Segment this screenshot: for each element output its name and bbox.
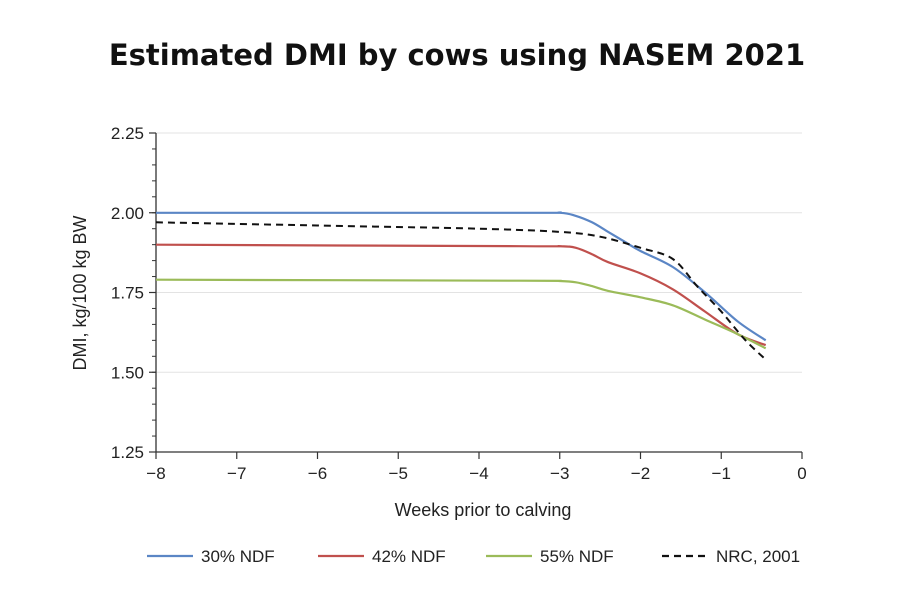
y-tick-label: 2.00 (111, 204, 144, 223)
series-line-nrc-2001 (155, 221, 767, 361)
legend-label-nrc-2001: NRC, 2001 (716, 547, 800, 566)
y-tick-label: 1.50 (111, 363, 144, 382)
gridlines (156, 132, 802, 373)
x-axis-ticks: −8 −7 −6 −5 −4 −3 −2 −1 0 (146, 452, 807, 483)
legend: 30% NDF 42% NDF 55% NDF NRC, 2001 (147, 547, 800, 566)
x-tick-label: −6 (308, 464, 327, 483)
chart-title: Estimated DMI by cows using NASEM 2021 (108, 38, 806, 72)
legend-label-55-ndf: 55% NDF (540, 547, 614, 566)
x-axis-label: Weeks prior to calving (395, 500, 572, 520)
legend-label-30-ndf: 30% NDF (201, 547, 275, 566)
series-line-55-ndf (155, 278, 767, 350)
x-tick-label: −1 (712, 464, 731, 483)
series-line-30-ndf (155, 211, 767, 342)
x-tick-label: −7 (227, 464, 246, 483)
x-tick-label: 0 (797, 464, 806, 483)
y-axis-ticks: 1.25 1.50 1.75 2.00 2.25 (111, 124, 156, 462)
x-tick-label: −3 (550, 464, 569, 483)
series-line-42-ndf (155, 243, 767, 347)
y-axis-label: DMI, kg/100 kg BW (70, 215, 90, 370)
x-tick-label: −5 (389, 464, 408, 483)
legend-label-42-ndf: 42% NDF (372, 547, 446, 566)
data-series (155, 211, 767, 361)
x-tick-label: −4 (469, 464, 488, 483)
x-tick-label: −2 (631, 464, 650, 483)
y-tick-label: 1.25 (111, 443, 144, 462)
x-tick-label: −8 (146, 464, 165, 483)
y-tick-label: 1.75 (111, 284, 144, 303)
y-tick-label: 2.25 (111, 124, 144, 143)
